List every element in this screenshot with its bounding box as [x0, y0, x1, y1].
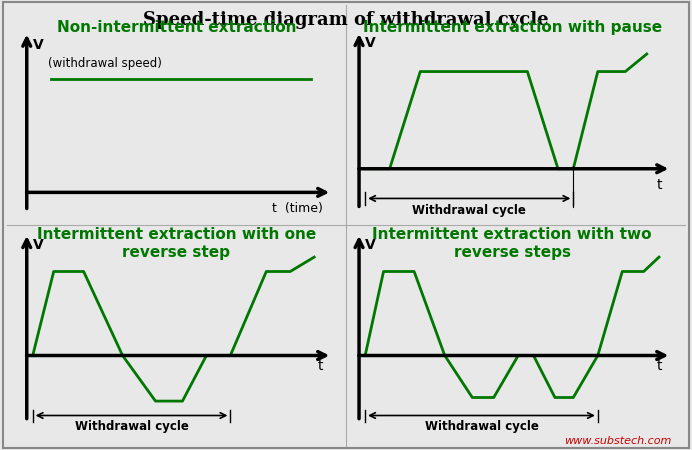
Text: Intermittent extraction with pause: Intermittent extraction with pause	[363, 20, 662, 35]
Text: V: V	[33, 38, 44, 52]
Text: www.substech.com: www.substech.com	[564, 436, 671, 446]
Text: t: t	[318, 359, 323, 373]
Text: Non-intermittent extraction: Non-intermittent extraction	[57, 20, 296, 35]
Text: Speed-time diagram of withdrawal cycle: Speed-time diagram of withdrawal cycle	[143, 11, 549, 29]
Text: V: V	[365, 238, 376, 252]
Text: Intermittent extraction with one
reverse step: Intermittent extraction with one reverse…	[37, 227, 316, 260]
Text: t: t	[657, 178, 662, 192]
Text: t  (time): t (time)	[273, 202, 323, 215]
Text: Withdrawal cycle: Withdrawal cycle	[75, 420, 188, 433]
Text: Withdrawal cycle: Withdrawal cycle	[424, 420, 538, 433]
Text: V: V	[33, 238, 44, 252]
Text: V: V	[365, 36, 376, 50]
Text: t: t	[657, 359, 662, 373]
Text: (withdrawal speed): (withdrawal speed)	[48, 57, 162, 70]
Text: Intermittent extraction with two
reverse steps: Intermittent extraction with two reverse…	[372, 227, 652, 260]
Text: Withdrawal cycle: Withdrawal cycle	[412, 204, 526, 217]
